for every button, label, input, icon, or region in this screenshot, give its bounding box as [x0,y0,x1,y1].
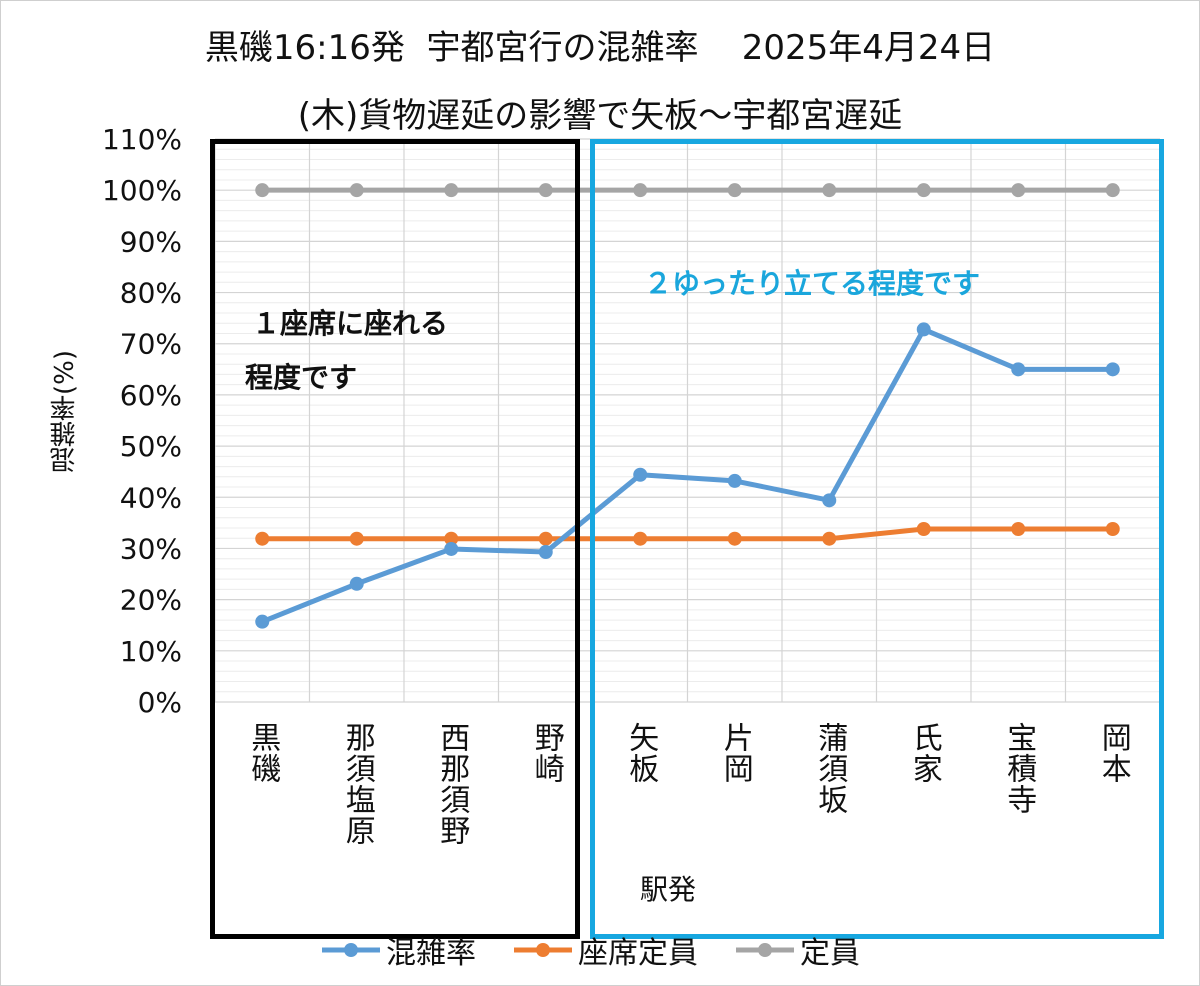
y-tick-label: 80% [120,277,182,310]
legend-swatch [514,943,572,957]
data-point-congestion [255,614,270,629]
note-standing: ２ゆったり立てる程度です [644,267,981,300]
data-point-capacity [916,183,931,198]
y-tick-label: 20% [120,584,182,617]
y-tick-label: 40% [120,481,182,514]
chart-title-line1: 黒磯16:16発 宇都宮行の混雑率 2025年4月24日 [204,28,996,68]
data-point-capacity [727,183,742,198]
series-capacity [255,183,1120,198]
x-category-label: 片岡 [717,722,753,784]
y-tick-label: 50% [120,430,182,463]
data-point-congestion [916,322,931,337]
data-point-capacity [1011,183,1026,198]
data-point-seat-capacity [1011,522,1026,537]
y-tick-label: 70% [120,328,182,361]
x-category-label: 矢板 [623,722,659,784]
x-category-label: 宝積寺 [1001,722,1037,815]
y-tick-label: 60% [120,379,182,412]
data-point-congestion [1011,362,1026,377]
data-point-congestion [822,493,837,508]
legend-label: 混雑率 [386,936,476,971]
data-point-congestion [349,576,364,591]
data-point-congestion [444,541,459,556]
x-axis-label: 駅発 [640,873,697,906]
y-tick-label: 10% [120,635,182,668]
x-category-label: 岡本 [1095,722,1131,784]
legend-swatch [736,943,794,957]
standing-zone-box [590,139,1164,939]
data-point-seat-capacity [727,531,742,546]
y-tick-label: 100% [102,174,182,207]
y-tick-label: 110% [102,123,182,156]
data-point-capacity [1105,183,1120,198]
y-axis-label-wrap: 混雑率(%) [46,350,86,510]
y-axis-label: 混雑率(%) [50,350,80,473]
y-tick-label: 0% [138,686,182,719]
data-point-seat-capacity [916,522,931,537]
chart-title-line2: (木)貨物遅延の影響で矢板～宇都宮遅延 [297,96,903,136]
legend-label: 座席定員 [578,936,698,971]
note-seat-line1: １座席に座れる [252,307,449,340]
data-point-capacity [444,183,459,198]
legend: 混雑率 座席定員 定員 [320,928,896,972]
data-point-congestion [1105,362,1120,377]
data-point-seat-capacity [255,531,270,546]
legend-item-congestion: 混雑率 [320,928,476,972]
data-point-capacity [633,183,648,198]
data-point-capacity [538,183,553,198]
data-point-capacity [822,183,837,198]
data-point-congestion [727,473,742,488]
data-point-seat-capacity [444,531,459,546]
y-axis-ticks: 0% 10% 20% 30% 40% 50% 60% 70% 80% 90% 100% 110% [102,123,182,719]
y-tick-label: 30% [120,532,182,565]
data-point-congestion [633,467,648,482]
series-congestion [255,322,1120,629]
series-layer [255,183,1120,629]
data-point-capacity [349,183,364,198]
x-category-label: 黒磯 [245,722,281,784]
data-point-congestion [538,545,553,560]
x-category-label: 那須塩原 [339,722,375,846]
series-line-congestion [259,326,1116,625]
data-point-seat-capacity [822,531,837,546]
data-point-capacity [255,183,270,198]
data-point-seat-capacity [538,531,553,546]
series-line-seat-capacity [259,526,1116,542]
legend-item-seat-capacity: 座席定員 [512,928,698,972]
seat-zone-box [210,139,580,939]
legend-swatch [322,943,380,957]
y-tick-label: 90% [120,225,182,258]
data-point-seat-capacity [1105,522,1120,537]
x-category-label: 蒲須坂 [812,722,848,815]
x-category-label: 野崎 [528,722,564,784]
legend-item-capacity: 定員 [734,928,860,972]
legend-label: 定員 [800,936,860,971]
data-point-seat-capacity [633,531,648,546]
note-seat-line2: 程度です [245,361,358,394]
series-seat-capacity [255,522,1120,546]
data-point-seat-capacity [349,531,364,546]
x-category-label: 氏家 [906,722,942,784]
x-category-label: 西那須野 [434,722,470,846]
